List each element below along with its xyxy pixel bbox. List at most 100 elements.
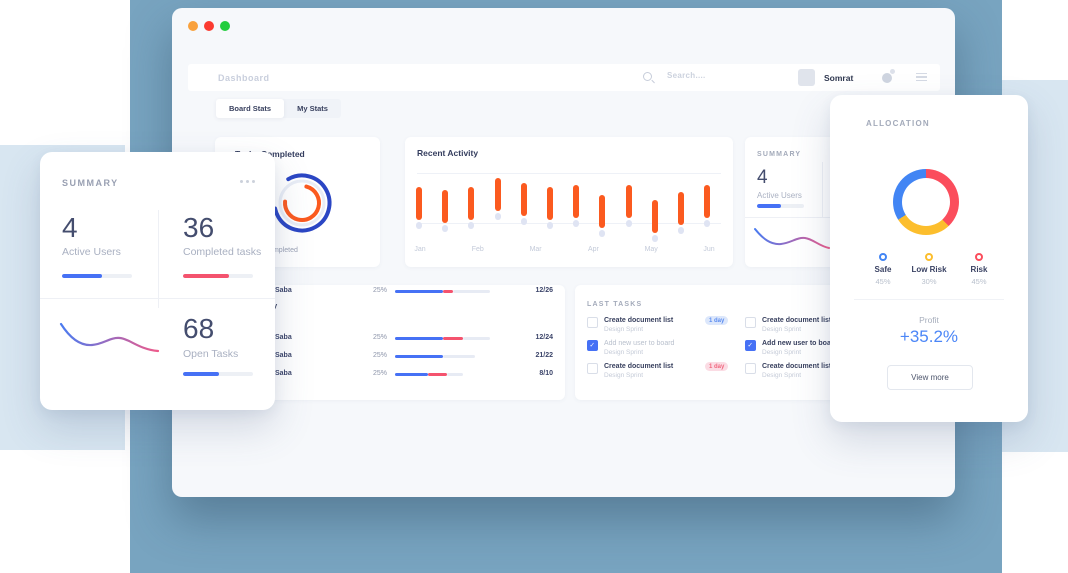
member-progress <box>395 373 463 376</box>
member-percent: 25% <box>373 352 388 359</box>
allocation-card: ALLOCATION Safe 45% Low Risk 30% Risk 45… <box>830 95 1028 422</box>
task-checkbox[interactable] <box>587 340 598 351</box>
progress-bar <box>183 274 253 278</box>
window-close-dot[interactable] <box>204 21 214 31</box>
activity-bar <box>494 178 501 211</box>
allocation-donut-chart <box>893 169 959 235</box>
activity-bar-tail <box>468 222 475 229</box>
task-subtitle: Design Sprint <box>604 349 644 356</box>
table-row: Saba 25% 12/24 <box>215 332 565 345</box>
task-subtitle: Design Sprint <box>762 372 802 379</box>
donut-track-ring <box>278 179 326 227</box>
table-row: Saba 25% 12/26 <box>215 285 565 298</box>
legend-label: Safe <box>874 265 892 274</box>
progress-bar <box>62 274 132 278</box>
search-input[interactable] <box>665 70 784 81</box>
activity-bar-tail <box>494 213 501 220</box>
legend-item-safe: Safe 45% <box>853 253 913 286</box>
member-name: Saba <box>275 352 292 359</box>
activity-bar <box>547 187 553 220</box>
completed-tasks-label: Completed tasks <box>183 246 262 258</box>
task-checkbox[interactable] <box>587 317 598 328</box>
completed-tasks-value: 36 <box>183 212 215 243</box>
legend-dot <box>879 253 887 261</box>
task-item: Create document list Design Sprint 1 day <box>587 316 757 336</box>
divider <box>158 210 159 308</box>
trend-sparkline <box>59 322 160 353</box>
summary-title: SUMMARY <box>62 178 119 188</box>
menu-icon[interactable] <box>916 73 927 83</box>
window-maximize-dot[interactable] <box>220 21 230 31</box>
member-percent: 25% <box>373 287 388 294</box>
member-name: Saba <box>275 334 292 341</box>
divider <box>822 162 823 217</box>
header-bar: Dashboard Somrat <box>188 64 940 91</box>
member-date: 8/10 <box>539 370 553 377</box>
member-progress <box>395 355 475 358</box>
trend-sparkline <box>754 228 830 249</box>
window-minimize-dot[interactable] <box>188 21 198 31</box>
legend-item-low-risk: Low Risk 30% <box>899 253 959 286</box>
profit-value: +35.2% <box>899 327 959 346</box>
activity-bar-tail <box>573 220 580 227</box>
activity-bar-tail <box>547 222 553 229</box>
active-users-value: 4 <box>62 212 78 243</box>
task-item: Create document list Design Sprint 1 day <box>587 362 757 382</box>
activity-bar-tail <box>416 222 422 229</box>
member-progress <box>395 337 490 340</box>
activity-bar <box>468 187 475 220</box>
task-subtitle: Design Sprint <box>762 326 802 333</box>
donut-outer-ring <box>272 173 332 233</box>
member-date: 21/22 <box>535 352 553 359</box>
tasks-completed-donut-chart <box>272 173 332 233</box>
member-date: 12/24 <box>535 334 553 341</box>
recent-activity-title: Recent Activity <box>417 148 479 158</box>
activity-bar-tail <box>442 225 449 232</box>
activity-bar <box>442 190 449 223</box>
progress-bar <box>183 372 253 376</box>
more-options-icon[interactable] <box>240 180 255 183</box>
task-title: Create document list <box>762 317 832 324</box>
activity-bar <box>704 185 711 218</box>
progress-bar <box>757 204 804 208</box>
summary-floating-card: SUMMARY 4 Active Users 36 Completed task… <box>40 152 275 410</box>
activity-bar-tail <box>704 220 711 227</box>
allocation-title: ALLOCATION <box>866 119 930 128</box>
last-tasks-title: LAST TASKS <box>587 301 643 308</box>
activity-bar <box>651 200 658 233</box>
activity-bar-tail <box>599 230 606 237</box>
activity-bars: Jan Feb Mar Apr May Jun <box>405 137 733 267</box>
activity-bar <box>520 183 527 216</box>
legend-dot <box>975 253 983 261</box>
task-checkbox[interactable] <box>745 317 756 328</box>
legend-item-risk: Risk 45% <box>949 253 1009 286</box>
activity-bar <box>678 192 684 225</box>
legend-percent: 45% <box>875 277 891 286</box>
donut-inner-ring <box>283 184 321 222</box>
gridline <box>417 173 721 174</box>
activity-bar-tail <box>678 227 684 234</box>
recent-activity-card: Recent Activity Jan Feb Mar Apr May Jun <box>405 137 733 267</box>
profit-label: Profit <box>919 315 939 325</box>
tab-board-stats[interactable]: Board Stats <box>216 99 285 118</box>
legend-label: Completed <box>264 247 298 254</box>
task-checkbox[interactable] <box>745 363 756 374</box>
user-avatar[interactable] <box>798 69 815 86</box>
search-icon[interactable] <box>643 72 652 81</box>
active-users-label: Active Users <box>62 246 121 258</box>
legend-label: Low Risk <box>911 265 947 274</box>
table-row: Saba 25% 21/22 <box>215 350 565 363</box>
notification-icon[interactable] <box>882 69 895 83</box>
activity-bar <box>416 187 422 220</box>
task-checkbox[interactable] <box>745 340 756 351</box>
member-date: 12/26 <box>535 287 553 294</box>
divider <box>854 299 1004 300</box>
open-tasks-value: 68 <box>183 313 215 344</box>
task-item: Create document list Design Sprint <box>745 362 915 382</box>
task-checkbox[interactable] <box>587 363 598 374</box>
tab-my-stats[interactable]: My Stats <box>297 104 328 113</box>
view-more-button[interactable]: View more <box>887 365 973 390</box>
user-name: Somrat <box>824 73 854 83</box>
task-title: Add new user to board <box>762 340 838 347</box>
